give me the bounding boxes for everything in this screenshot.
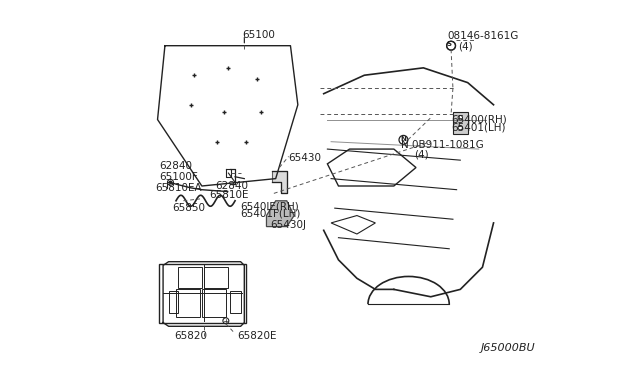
Polygon shape: [453, 112, 468, 134]
Text: 65100: 65100: [243, 30, 275, 40]
Text: 65820E: 65820E: [237, 331, 276, 340]
Text: N 0B911-1081G: N 0B911-1081G: [401, 140, 484, 150]
Text: 65430: 65430: [289, 153, 322, 163]
Circle shape: [458, 125, 463, 130]
Text: 62840: 62840: [215, 181, 248, 191]
Text: 65810E: 65810E: [209, 190, 249, 200]
Polygon shape: [272, 171, 287, 193]
Text: 65810EA: 65810EA: [156, 183, 202, 193]
Text: 08146-8161G: 08146-8161G: [447, 32, 519, 41]
Text: (4): (4): [414, 150, 429, 160]
Text: N: N: [401, 136, 406, 142]
Polygon shape: [266, 201, 294, 227]
Text: J65000BU: J65000BU: [481, 343, 535, 353]
Text: 65401(LH): 65401(LH): [451, 123, 506, 133]
Circle shape: [170, 181, 172, 183]
Text: 65100F: 65100F: [159, 172, 198, 182]
Text: 62840: 62840: [159, 161, 193, 171]
Text: 65430J: 65430J: [270, 220, 306, 230]
Text: 65400(RH): 65400(RH): [451, 115, 507, 125]
Text: 65820: 65820: [174, 331, 207, 340]
Text: (4): (4): [458, 41, 473, 51]
Text: S: S: [447, 41, 452, 47]
Text: 65850: 65850: [172, 203, 205, 213]
Text: 6540IE(RH): 6540IE(RH): [241, 201, 300, 211]
Text: 65401F(LH): 65401F(LH): [241, 209, 301, 219]
Circle shape: [458, 115, 463, 120]
